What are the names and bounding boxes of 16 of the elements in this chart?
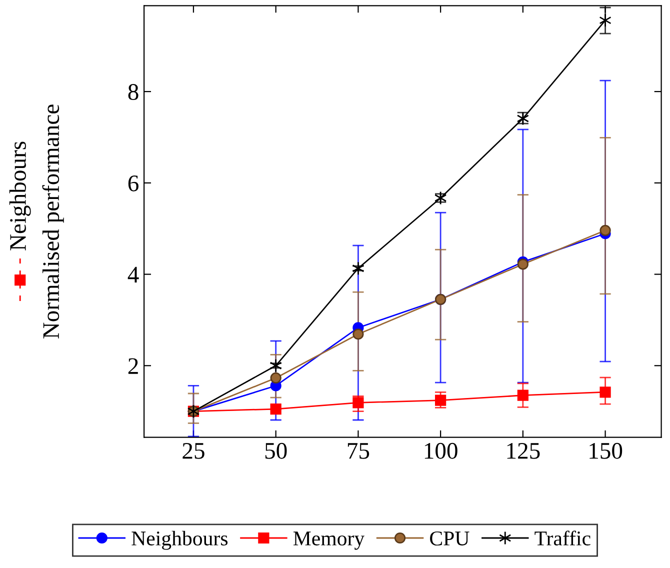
y-tick-label: 2 (128, 358, 138, 374)
x-tick-label: 75 (348, 443, 370, 459)
legend-label: Memory (293, 532, 365, 550)
y-tick-label: 8 (128, 84, 138, 100)
legend-label: CPU (430, 531, 470, 546)
y-tick-label: 6 (128, 175, 138, 192)
x-tick-label: 125 (507, 442, 540, 459)
x-tick-label: 150 (590, 442, 622, 459)
legend-label: Neighbours (132, 530, 228, 550)
x-tick-label: 25 (182, 442, 204, 459)
y-tick-label: 4 (128, 266, 139, 282)
text: Neighbours (9, 142, 31, 250)
x-tick-label: 50 (265, 442, 287, 459)
y-axis-title: Normalised performance (42, 104, 64, 339)
x-tick-label: 100 (424, 442, 458, 459)
legend-label: Traffic (534, 530, 590, 546)
